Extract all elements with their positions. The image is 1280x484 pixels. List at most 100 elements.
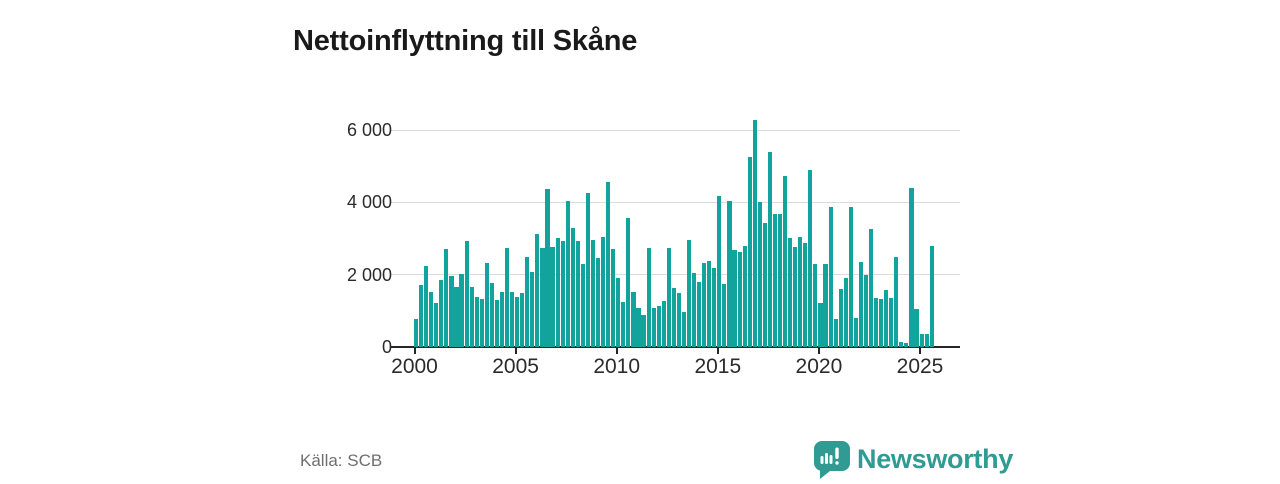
bar-2003-q1 [474,297,479,347]
y-axis-tick-label: 6 000 [346,120,392,140]
bar-2007-q4 [570,228,575,347]
bar-2006-q2 [540,248,545,347]
bar-2017-q1 [757,201,762,347]
bar-2009-q1 [595,258,601,347]
bar-2015-q1 [717,196,722,347]
bar-2001-q3 [444,249,449,347]
newsworthy-wordmark: Newsworthy [857,444,1014,474]
bar-2018-q1 [777,214,783,347]
bar-2013-q3 [686,239,692,347]
gridline-6000 [390,129,960,131]
bar-2000-q2 [419,284,424,347]
bar-2005-q4 [530,272,535,347]
bar-2008-q1 [575,241,580,347]
bar-2001-q2 [439,279,444,347]
bar-2004-q3 [504,248,510,347]
bar-2025-q1 [919,334,924,347]
bar-2011-q2 [641,315,646,347]
x-axis-tick [716,347,719,354]
bar-2023-q4 [894,256,899,347]
bar-2021-q2 [843,278,848,347]
bar-2025-q3 [929,246,934,347]
bar-2006-q1 [535,234,540,347]
bar-2019-q4 [813,263,818,347]
bar-2003-q4 [489,283,494,347]
bar-2016-q3 [747,157,752,347]
source-note: Källa: SCB [300,451,383,470]
bar-2015-q3 [727,200,732,347]
bar-2007-q1 [555,238,560,347]
x-axis-tick-label: 2020 [795,355,843,378]
bar-2011-q1 [636,308,641,347]
bar-2010-q2 [621,301,626,347]
bar-2018-q2 [783,176,788,347]
bar-2023-q1 [879,298,884,347]
bar-2007-q3 [565,200,570,347]
bar-2012-q4 [671,288,676,347]
bar-2022-q1 [858,262,863,347]
bar-2022-q4 [874,297,879,347]
bar-2017-q4 [772,214,778,347]
bar-2000-q3 [424,266,429,347]
bar-2009-q3 [606,181,611,347]
bar-2002-q1 [454,286,459,347]
x-axis-tick [615,347,618,354]
bar-2008-q2 [580,264,585,347]
x-axis-tick-label: 2000 [391,355,438,378]
bar-2019-q2 [803,243,808,347]
bar-2021-q4 [853,318,858,347]
bar-2018-q3 [788,238,793,347]
bar-2005-q3 [525,256,530,347]
bar-2010-q3 [626,217,631,347]
bar-2016-q2 [742,246,747,347]
bar-2012-q3 [666,247,671,347]
bar-2020-q2 [823,263,828,347]
bar-2013-q4 [692,273,697,347]
bar-2023-q2 [884,290,889,347]
x-axis-tick-label: 2005 [492,355,539,378]
bar-2014-q3 [707,260,712,347]
bar-2024-q1 [899,341,904,347]
bar-2012-q1 [656,305,661,347]
bar-2000-q1 [414,318,419,347]
bar-2022-q3 [868,228,874,347]
bar-2019-q3 [808,170,813,347]
chart-title: Nettoinflyttning till Skåne [293,25,638,58]
bar-2023-q3 [889,298,894,347]
bar-2009-q4 [611,248,616,347]
bar-2001-q4 [449,276,454,347]
bar-2020-q1 [818,302,823,347]
bar-2021-q3 [848,207,853,347]
x-axis-tick-label: 2025 [896,355,944,378]
bar-2005-q2 [520,293,525,347]
bar-2012-q2 [661,301,666,347]
bar-2002-q2 [459,273,464,347]
bar-2010-q4 [631,291,636,347]
bar-2025-q2 [924,334,929,347]
bar-2020-q4 [833,319,838,347]
bar-2004-q4 [510,291,515,347]
bar-2009-q2 [601,237,606,347]
x-axis-tick [514,347,517,354]
y-axis-tick-label: 4 000 [346,192,392,213]
bar-2013-q2 [681,311,687,347]
bar-2018-q4 [793,247,798,347]
bar-2006-q4 [550,246,555,347]
bar-2024-q2 [904,343,909,347]
bar-2011-q3 [646,247,651,347]
newsworthy-bubble-chart-icon [814,441,850,484]
x-axis-tick-label: 2015 [694,355,742,378]
bar-2022-q2 [863,275,869,347]
bar-2004-q2 [499,292,505,347]
y-axis-tick-label: 0 [381,337,392,357]
bar-2013-q1 [676,293,681,347]
bar-2014-q2 [702,263,707,347]
bar-2020-q3 [828,207,833,347]
x-axis-tick-label: 2010 [593,355,641,378]
bar-2014-q1 [697,281,702,347]
bar-2003-q2 [479,299,484,347]
bar-2008-q4 [590,239,596,347]
bar-2015-q2 [722,284,727,347]
x-axis-tick [413,347,416,354]
